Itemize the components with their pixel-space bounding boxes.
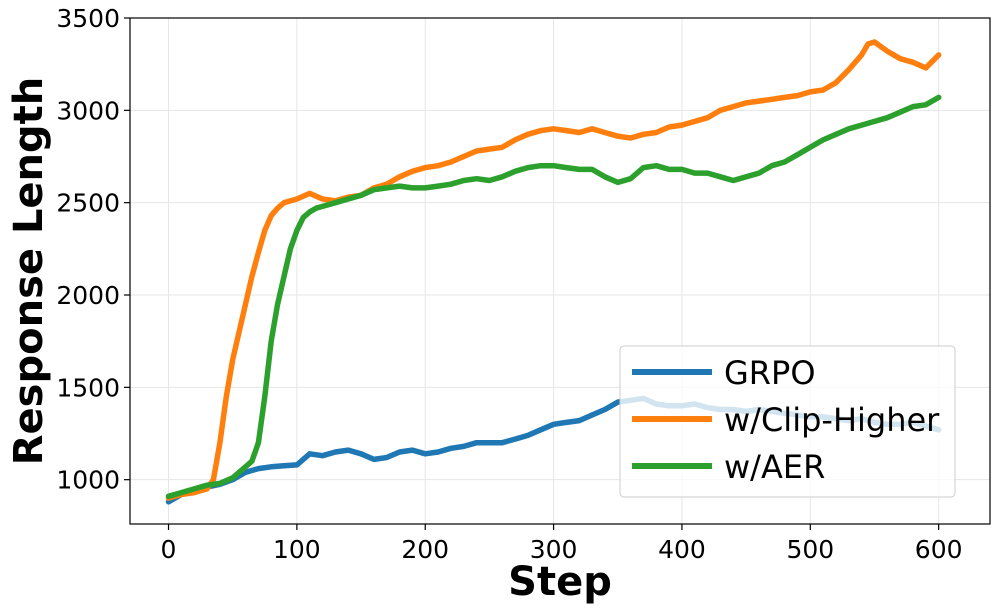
y-tick-label: 1500	[56, 373, 120, 402]
y-tick-label: 3500	[56, 4, 120, 33]
x-tick-label: 200	[401, 535, 449, 564]
y-axis-title: Response Length	[6, 77, 52, 466]
x-axis-title: Step	[508, 559, 612, 605]
series-line-w-aer	[165, 94, 942, 500]
y-axis-ticks: 1000 1500 2000 2500 3000 3500	[56, 4, 130, 495]
y-tick-label: 1000	[56, 466, 120, 495]
x-axis-ticks: 0 100 200 300 400 500 600	[161, 524, 963, 564]
x-tick-label: 600	[915, 535, 963, 564]
y-tick-label: 3000	[56, 96, 120, 125]
y-tick-label: 2000	[56, 281, 120, 310]
legend-label: w/AER	[724, 448, 825, 486]
x-tick-label: 300	[530, 535, 578, 564]
x-tick-label: 400	[658, 535, 706, 564]
legend-box	[619, 345, 956, 498]
legend-label: GRPO	[724, 354, 816, 392]
plot-frame	[129, 17, 991, 525]
x-tick-label: 100	[273, 535, 321, 564]
x-tick-label: 0	[161, 535, 177, 564]
legend: GRPO w/Clip-Higher w/AER	[619, 345, 956, 498]
legend-label: w/Clip-Higher	[724, 401, 940, 439]
series-line-w-clip-higher	[165, 39, 942, 501]
y-tick-label: 2500	[56, 189, 120, 218]
x-tick-label: 500	[786, 535, 834, 564]
